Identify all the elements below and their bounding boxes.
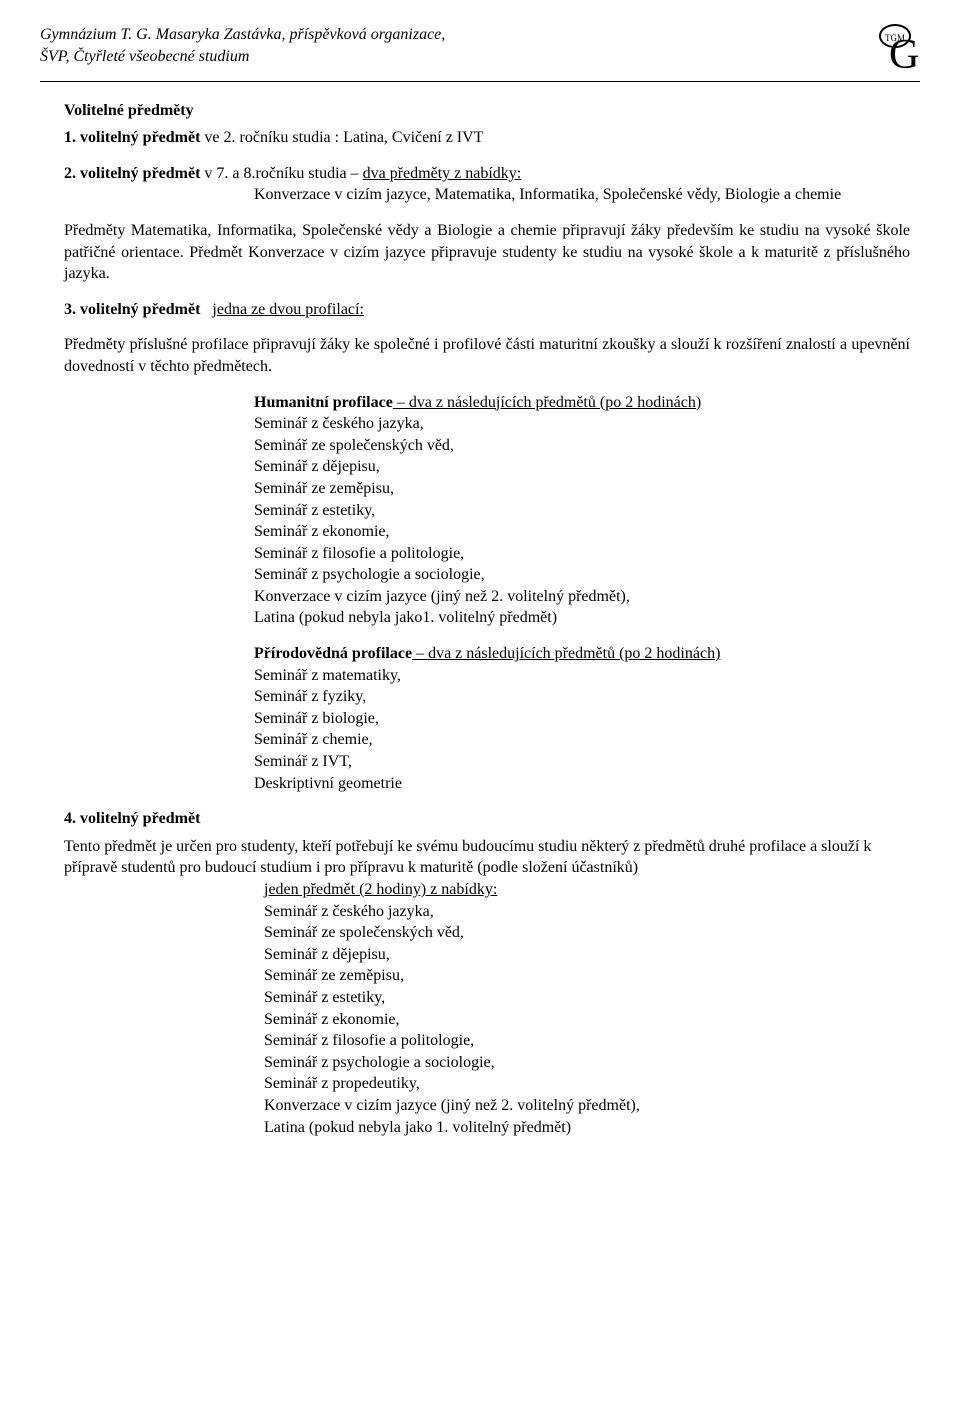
list-item: Seminář ze zeměpisu, xyxy=(254,478,910,500)
vol3-paragraph: Předměty příslušné profilace připravují … xyxy=(64,334,910,377)
header-rule xyxy=(40,81,920,82)
page-title: Volitelné předměty xyxy=(64,100,910,122)
list-item: Seminář z českého jazyka, xyxy=(264,901,910,923)
vol4-offer-list: Seminář z českého jazyka,Seminář ze spol… xyxy=(264,901,910,1139)
vol4-paragraph: Tento předmět je určen pro studenty, kte… xyxy=(64,836,910,879)
logo-letter: G xyxy=(889,32,919,70)
list-item: Seminář z dějepisu, xyxy=(264,944,910,966)
list-item: Seminář z filosofie a politologie, xyxy=(254,543,910,565)
list-item: Seminář z psychologie a sociologie, xyxy=(254,564,910,586)
list-item: Seminář ze společenských věd, xyxy=(254,435,910,457)
header-text: Gymnázium T. G. Masaryka Zastávka, přísp… xyxy=(40,24,445,67)
page-header: Gymnázium T. G. Masaryka Zastávka, přísp… xyxy=(40,24,920,77)
list-item: Seminář z ekonomie, xyxy=(264,1009,910,1031)
vol2-offer-body: Konverzace v cizím jazyce, Matematika, I… xyxy=(64,184,910,206)
vol4-offer-underline: jeden předmět (2 hodiny) z nabídky: xyxy=(264,879,910,901)
humanitni-list: Seminář z českého jazyka,Seminář ze spol… xyxy=(254,413,910,629)
prirodovedna-title: Přírodovědná profilace – dva z následují… xyxy=(254,643,910,665)
list-item: Konverzace v cizím jazyce (jiný než 2. v… xyxy=(264,1095,910,1117)
header-line2: ŠVP, Čtyřleté všeobecné studium xyxy=(40,48,249,65)
list-item: Seminář z estetiky, xyxy=(264,987,910,1009)
prirodovedna-list: Seminář z matematiky,Seminář z fyziky,Se… xyxy=(254,665,910,795)
list-item: Seminář z matematiky, xyxy=(254,665,910,687)
list-item: Konverzace v cizím jazyce (jiný než 2. v… xyxy=(254,586,910,608)
list-item: Seminář z ekonomie, xyxy=(254,521,910,543)
list-item: Latina (pokud nebyla jako 1. volitelný p… xyxy=(264,1117,910,1139)
vol1-line: 1. volitelný předmět ve 2. ročníku studi… xyxy=(64,127,910,149)
vol4-offer-block: jeden předmět (2 hodiny) z nabídky: Semi… xyxy=(64,879,910,1138)
vol2-offer-underline: dva předměty z nabídky: xyxy=(363,165,522,182)
list-item: Seminář ze zeměpisu, xyxy=(264,965,910,987)
vol2-paragraph: Předměty Matematika, Informatika, Společ… xyxy=(64,220,910,285)
document-body: Volitelné předměty 1. volitelný předmět … xyxy=(40,100,920,1139)
list-item: Deskriptivní geometrie xyxy=(254,773,910,795)
list-item: Seminář z estetiky, xyxy=(254,500,910,522)
list-item: Seminář ze společenských věd, xyxy=(264,922,910,944)
vol1-label: 1. volitelný předmět xyxy=(64,129,200,146)
vol2-line1: 2. volitelný předmět v 7. a 8.ročníku st… xyxy=(64,163,910,185)
vol1-text: ve 2. ročníku studia : Latina, Cvičení z… xyxy=(200,129,483,146)
prirodovedna-title-underline: – dva z následujících předmětů (po 2 hod… xyxy=(412,645,720,662)
list-item: Seminář z dějepisu, xyxy=(254,456,910,478)
vol2-text1: v 7. a 8.ročníku studia – xyxy=(200,165,362,182)
header-line1: Gymnázium T. G. Masaryka Zastávka, přísp… xyxy=(40,26,445,43)
list-item: Seminář z IVT, xyxy=(254,751,910,773)
list-item: Seminář z filosofie a politologie, xyxy=(264,1030,910,1052)
list-item: Seminář z psychologie a sociologie, xyxy=(264,1052,910,1074)
list-item: Latina (pokud nebyla jako1. volitelný př… xyxy=(254,607,910,629)
school-logo: TGM G xyxy=(870,24,920,77)
vol3-line: 3. volitelný předmět jedna ze dvou profi… xyxy=(64,299,910,321)
humanitni-block: Humanitní profilace – dva z následujícíc… xyxy=(64,392,910,630)
vol3-underline: jedna ze dvou profilací: xyxy=(212,301,364,318)
list-item: Seminář z českého jazyka, xyxy=(254,413,910,435)
humanitni-title: Humanitní profilace – dva z následujícíc… xyxy=(254,392,910,414)
vol2-label: 2. volitelný předmět xyxy=(64,165,200,182)
list-item: Seminář z propedeutiky, xyxy=(264,1073,910,1095)
humanitni-title-underline: – dva z následujících předmětů (po 2 hod… xyxy=(393,394,701,411)
humanitni-title-bold: Humanitní profilace xyxy=(254,394,393,411)
vol4-label: 4. volitelný předmět xyxy=(64,808,910,830)
prirodovedna-block: Přírodovědná profilace – dva z následují… xyxy=(64,643,910,794)
list-item: Seminář z biologie, xyxy=(254,708,910,730)
vol3-label: 3. volitelný předmět xyxy=(64,301,200,318)
prirodovedna-title-bold: Přírodovědná profilace xyxy=(254,645,412,662)
list-item: Seminář z fyziky, xyxy=(254,686,910,708)
list-item: Seminář z chemie, xyxy=(254,729,910,751)
vol2-block: 2. volitelný předmět v 7. a 8.ročníku st… xyxy=(64,163,910,206)
